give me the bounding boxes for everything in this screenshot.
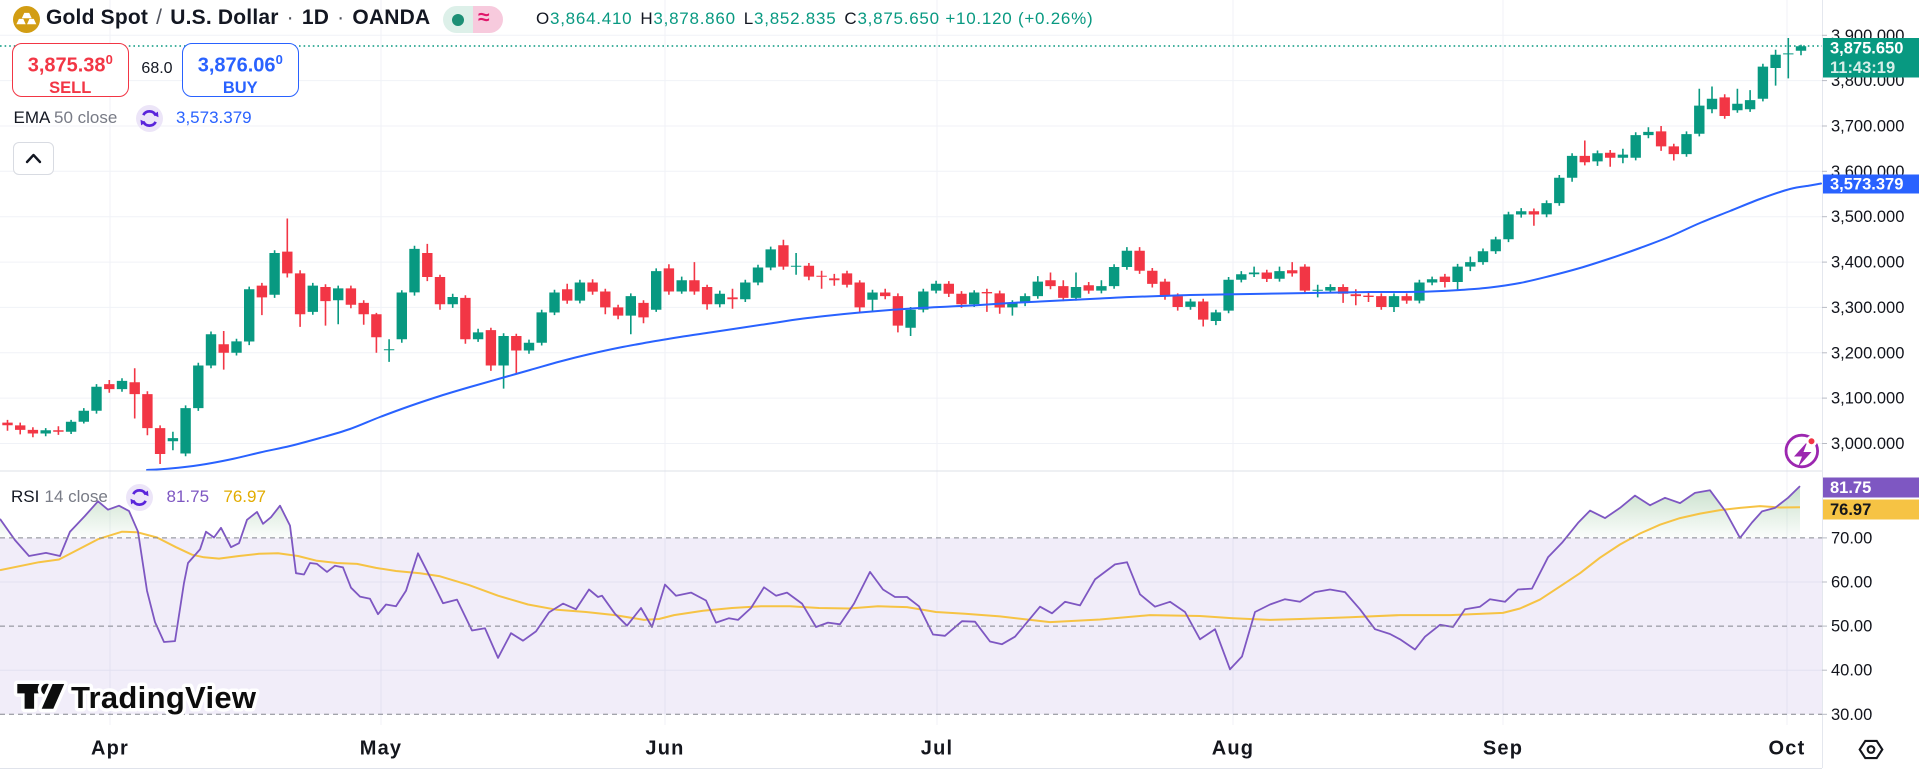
- svg-text:11:43:19: 11:43:19: [1830, 59, 1895, 77]
- svg-text:3,700.000: 3,700.000: [1831, 118, 1904, 136]
- svg-text:3,875.650: 3,875.650: [1830, 39, 1903, 57]
- svg-text:3,300.000: 3,300.000: [1831, 299, 1904, 317]
- svg-text:May: May: [360, 738, 403, 760]
- svg-text:76.97: 76.97: [1830, 501, 1871, 519]
- svg-text:30.00: 30.00: [1831, 706, 1872, 724]
- svg-text:81.75: 81.75: [1830, 479, 1871, 497]
- svg-text:3,000.000: 3,000.000: [1831, 435, 1904, 453]
- svg-text:50.00: 50.00: [1831, 618, 1872, 636]
- svg-text:Aug: Aug: [1212, 738, 1254, 760]
- svg-text:3,500.000: 3,500.000: [1831, 208, 1904, 226]
- svg-text:70.00: 70.00: [1831, 529, 1872, 547]
- svg-text:Sep: Sep: [1483, 738, 1523, 760]
- svg-text:TradingView: TradingView: [71, 680, 257, 715]
- svg-text:Jun: Jun: [645, 738, 684, 760]
- svg-text:3,200.000: 3,200.000: [1831, 344, 1904, 362]
- svg-text:3,573.379: 3,573.379: [1830, 176, 1903, 194]
- svg-text:Jul: Jul: [921, 738, 954, 760]
- svg-text:40.00: 40.00: [1831, 662, 1872, 680]
- svg-text:3,100.000: 3,100.000: [1831, 390, 1904, 408]
- svg-text:Apr: Apr: [91, 738, 129, 760]
- svg-text:Oct: Oct: [1769, 738, 1806, 760]
- svg-text:60.00: 60.00: [1831, 574, 1872, 592]
- svg-text:3,400.000: 3,400.000: [1831, 254, 1904, 272]
